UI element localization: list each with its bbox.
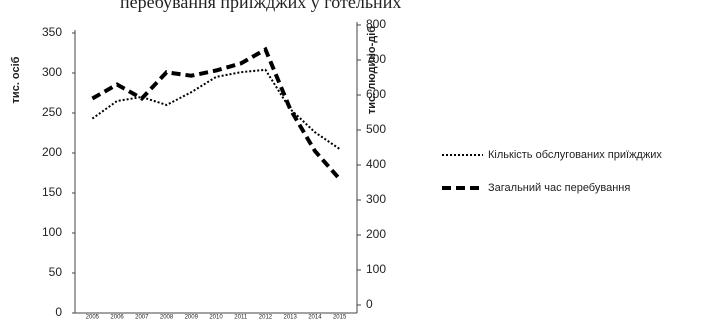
x-tick-label: 2009 (185, 315, 199, 321)
y2-axis-label: тис. людино-діб (366, 26, 378, 114)
x-tick-label: 2014 (308, 315, 322, 321)
y2-tick-label: 600 (366, 87, 386, 101)
y-tick-label: 150 (42, 185, 62, 199)
y-tick-label: 100 (42, 225, 62, 239)
x-tick-label: 2013 (284, 315, 298, 321)
y-tick-label: 250 (42, 105, 62, 119)
x-tick-label: 2006 (110, 315, 124, 321)
y-axis-label: тис. осіб (10, 56, 22, 103)
y2-tick-label: 300 (366, 192, 386, 206)
x-tick-label: 2015 (333, 315, 347, 321)
chart-title: перебування приїжджих у готельних (120, 0, 401, 12)
y-tick-label: 0 (55, 305, 62, 319)
y-tick-label: 300 (42, 65, 62, 79)
x-tick-label: 2010 (209, 315, 223, 321)
y2-tick-label: 500 (366, 122, 386, 136)
legend-label: Загальний час перебування (488, 182, 630, 194)
x-tick-label: 2008 (160, 315, 174, 321)
y2-tick-label: 800 (366, 17, 386, 31)
y2-tick-label: 100 (366, 262, 386, 276)
x-tick-label: 2007 (135, 315, 149, 321)
x-tick-label: 2005 (86, 315, 100, 321)
y-tick-label: 350 (42, 25, 62, 39)
y2-tick-label: 700 (366, 52, 386, 66)
series-line (91, 46, 342, 181)
x-tick-label: 2012 (259, 315, 273, 321)
x-tick-label: 2011 (234, 315, 248, 321)
y-tick-label: 200 (42, 145, 62, 159)
legend-label: Кількість обслугованих приїжджих (488, 149, 662, 161)
y2-tick-label: 0 (366, 297, 373, 311)
y2-tick-label: 200 (366, 227, 386, 241)
y2-tick-label: 400 (366, 157, 386, 171)
series-line (91, 68, 341, 150)
y-tick-label: 50 (49, 265, 63, 279)
